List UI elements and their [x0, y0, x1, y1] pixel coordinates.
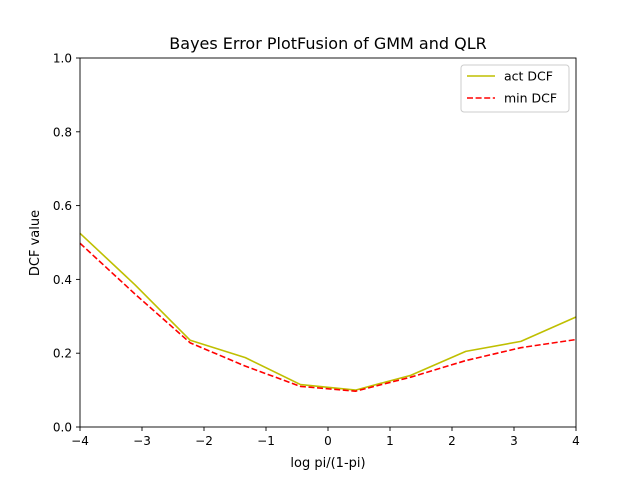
chart-title: Bayes Error PlotFusion of GMM and QLR — [169, 34, 486, 53]
x-tick-label: −3 — [133, 434, 151, 448]
x-tick-label: 4 — [572, 434, 580, 448]
x-tick-label: −1 — [257, 434, 275, 448]
y-axis-label: DCF value — [28, 210, 43, 276]
x-tick-label: 2 — [448, 434, 456, 448]
y-tick-label: 0.4 — [53, 273, 72, 287]
plot-area: −4 −3 −2 −1 0 1 2 3 4 0.0 0.2 0.4 0.6 0.8 1.0 — [53, 52, 580, 449]
x-tick-label: 3 — [510, 434, 518, 448]
legend-label-min-dcf: min DCF — [504, 91, 557, 106]
y-tick-label: 0.6 — [53, 199, 72, 213]
legend: act DCF min DCF — [460, 64, 570, 113]
x-tick-label: −4 — [71, 434, 89, 448]
legend-label-act-dcf: act DCF — [504, 69, 553, 84]
x-tick-label: −2 — [195, 434, 213, 448]
y-tick-label: 1.0 — [53, 52, 72, 66]
series-line-act-dcf — [79, 232, 577, 391]
y-tick-label: 0.8 — [53, 125, 72, 139]
y-tick-label: 0.0 — [53, 421, 72, 435]
x-tick-label: 1 — [386, 434, 394, 448]
x-axis-label: log pi/(1-pi) — [290, 456, 365, 471]
y-tick-label: 0.2 — [53, 347, 72, 361]
series-line-min-dcf — [79, 242, 577, 393]
x-tick-label: 0 — [324, 434, 332, 448]
